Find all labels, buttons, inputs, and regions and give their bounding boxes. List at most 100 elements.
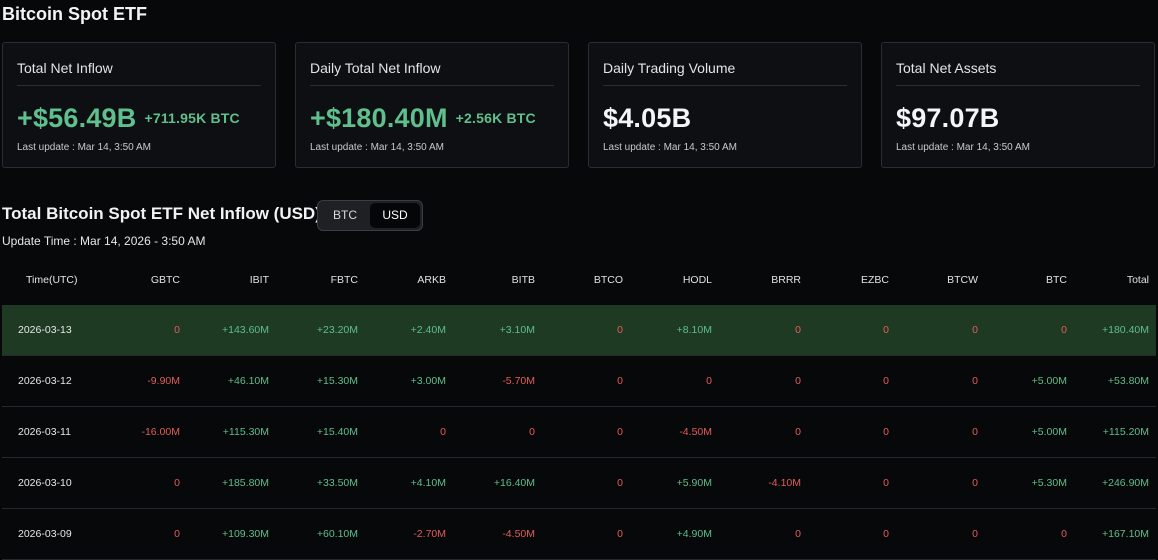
card-value: +$180.40M +2.56K BTC — [310, 103, 536, 134]
cell-bitb: -4.50M — [502, 528, 535, 540]
cell-brrr: 0 — [795, 528, 801, 540]
cell-ezbc: 0 — [883, 477, 889, 489]
column-header-fbtc: FBTC — [330, 274, 358, 286]
cell-ezbc: 0 — [883, 426, 889, 438]
cell-arkb: +3.00M — [410, 375, 446, 387]
cell-hodl: +5.90M — [676, 477, 712, 489]
cell-gbtc: 0 — [174, 528, 180, 540]
cell-fbtc: +15.40M — [316, 426, 358, 438]
cell-btco: 0 — [617, 528, 623, 540]
card-last-update: Last update : Mar 14, 3:50 AM — [896, 142, 1030, 153]
cell-btco: 0 — [617, 426, 623, 438]
cell-total: +115.20M — [1102, 426, 1149, 438]
card-daily-trading-volume: Daily Trading Volume $4.05B Last update … — [588, 42, 862, 168]
cell-fbtc: +60.10M — [316, 528, 358, 540]
cell-arkb: 0 — [440, 426, 446, 438]
cell-btcw: 0 — [972, 528, 978, 540]
row-date: 2026-03-10 — [18, 477, 72, 489]
card-last-update: Last update : Mar 14, 3:50 AM — [603, 142, 737, 153]
column-header-arkb: ARKB — [417, 274, 446, 286]
row-date: 2026-03-09 — [18, 528, 72, 540]
cell-ibit: +143.60M — [222, 324, 269, 336]
cell-gbtc: 0 — [174, 324, 180, 336]
cell-total: +53.80M — [1107, 375, 1149, 387]
cell-btcw: 0 — [972, 324, 978, 336]
cell-total: +246.90M — [1102, 477, 1149, 489]
card-title: Daily Total Net Inflow — [310, 60, 441, 76]
cell-gbtc: -16.00M — [141, 426, 180, 438]
card-divider — [603, 85, 847, 86]
cell-hodl: 0 — [706, 375, 712, 387]
card-value-usd: +$56.49B — [17, 103, 137, 133]
card-value-usd: $97.07B — [896, 103, 1000, 133]
currency-toggle: BTC USD — [317, 200, 423, 231]
cell-bitb: +3.10M — [499, 324, 535, 336]
page-title: Bitcoin Spot ETF — [2, 4, 147, 24]
column-header-brrr: BRRR — [771, 274, 801, 286]
net-inflow-table: Time(UTC) GBTC IBIT FBTC ARKB BITB BTCO HODL BRR… — [2, 255, 1156, 560]
column-header-btco: BTCO — [593, 274, 623, 286]
cell-brrr: 0 — [795, 324, 801, 336]
card-daily-total-net-inflow: Daily Total Net Inflow +$180.40M +2.56K B… — [295, 42, 569, 168]
cell-brrr: 0 — [795, 426, 801, 438]
table-row[interactable]: 2026-03-12 -9.90M +46.10M +15.30M +3.00M -5.7… — [2, 356, 1156, 407]
row-date: 2026-03-12 — [18, 375, 72, 387]
table-row[interactable]: 2026-03-13 0 +143.60M +23.20M +2.40M +3.10M 0 +… — [2, 305, 1156, 356]
column-header-btc: BTC — [1046, 274, 1067, 286]
row-date: 2026-03-11 — [18, 426, 71, 438]
card-total-net-assets: Total Net Assets $97.07B Last update : M… — [881, 42, 1155, 168]
card-divider — [17, 85, 261, 86]
card-last-update: Last update : Mar 14, 3:50 AM — [17, 142, 151, 153]
toggle-btc-button[interactable]: BTC — [333, 208, 357, 222]
table-row[interactable]: 2026-03-09 0 +109.30M +60.10M -2.70M -4.50M 0 +… — [2, 509, 1156, 560]
cell-ibit: +115.30M — [222, 426, 269, 438]
card-value: $97.07B — [896, 103, 999, 134]
cell-btc: 0 — [1061, 324, 1067, 336]
cell-fbtc: +33.50M — [316, 477, 358, 489]
card-value: $4.05B — [603, 103, 691, 134]
cell-bitb: +16.40M — [493, 477, 535, 489]
cell-hodl: +4.90M — [676, 528, 712, 540]
cell-arkb: +4.10M — [410, 477, 446, 489]
cell-ezbc: 0 — [883, 528, 889, 540]
table-row[interactable]: 2026-03-11 -16.00M +115.30M +15.40M 0 0 0 -4.50… — [2, 407, 1156, 458]
cell-fbtc: +15.30M — [316, 375, 358, 387]
table-header-row: Time(UTC) GBTC IBIT FBTC ARKB BITB BTCO HODL BRR… — [2, 255, 1156, 305]
table-row[interactable]: 2026-03-10 0 +185.80M +33.50M +4.10M +16.40M 0… — [2, 458, 1156, 509]
section-title: Total Bitcoin Spot ETF Net Inflow (USD) — [2, 204, 321, 223]
cell-gbtc: -9.90M — [147, 375, 180, 387]
column-header-bitb: BITB — [511, 274, 535, 286]
row-date: 2026-03-13 — [18, 324, 72, 336]
cell-brrr: -4.10M — [768, 477, 801, 489]
cell-bitb: 0 — [529, 426, 535, 438]
cell-fbtc: +23.20M — [316, 324, 358, 336]
cell-gbtc: 0 — [174, 477, 180, 489]
card-divider — [310, 85, 554, 86]
card-title: Total Net Assets — [896, 60, 997, 76]
cell-ezbc: 0 — [883, 375, 889, 387]
cell-btcw: 0 — [972, 426, 978, 438]
column-header-ibit: IBIT — [249, 274, 269, 286]
card-title: Total Net Inflow — [17, 60, 113, 76]
card-value-btc: +2.56K BTC — [455, 110, 536, 126]
cell-ezbc: 0 — [883, 324, 889, 336]
cell-btc: +5.00M — [1031, 375, 1067, 387]
card-value-btc: +711.95K BTC — [144, 110, 240, 126]
card-total-net-inflow: Total Net Inflow +$56.49B +711.95K BTC La… — [2, 42, 276, 168]
cell-btcw: 0 — [972, 375, 978, 387]
column-header-btcw: BTCW — [947, 274, 978, 286]
cell-btco: 0 — [617, 375, 623, 387]
cell-btc: 0 — [1061, 528, 1067, 540]
card-last-update: Last update : Mar 14, 3:50 AM — [310, 142, 444, 153]
card-value: +$56.49B +711.95K BTC — [17, 103, 240, 134]
cell-hodl: -4.50M — [679, 426, 712, 438]
column-header-hodl: HODL — [682, 274, 712, 286]
cell-btcw: 0 — [972, 477, 978, 489]
toggle-usd-button[interactable]: USD — [370, 203, 420, 228]
cell-total: +180.40M — [1102, 324, 1149, 336]
cell-bitb: -5.70M — [502, 375, 535, 387]
cell-total: +167.10M — [1102, 528, 1149, 540]
card-value-usd: +$180.40M — [310, 103, 448, 133]
cell-ibit: +109.30M — [222, 528, 269, 540]
cell-btco: 0 — [617, 324, 623, 336]
